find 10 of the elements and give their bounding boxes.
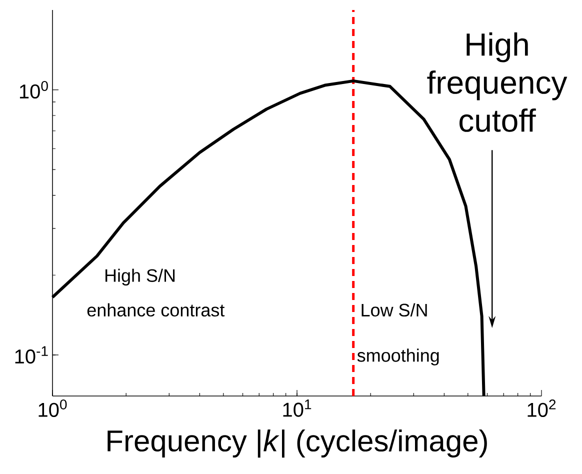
annotation: High frequency cutoff [427, 32, 568, 132]
x-tick-label: 10$^{2}$ [528, 400, 556, 417]
x-axis-title: Frequency |k| (cycles/image) [108, 430, 487, 458]
y-tick-label: 10$^{-1}$ [15, 346, 48, 364]
x-tick-label: 10$^{0}$ [38, 400, 67, 417]
x-tick-label: 10$^{1}$ [283, 400, 312, 417]
annotation: smoothing [357, 348, 439, 366]
annotation: enhance contrast [87, 303, 225, 317]
annotation: Low S/N [362, 303, 427, 317]
annotation: High S/N [106, 268, 175, 286]
